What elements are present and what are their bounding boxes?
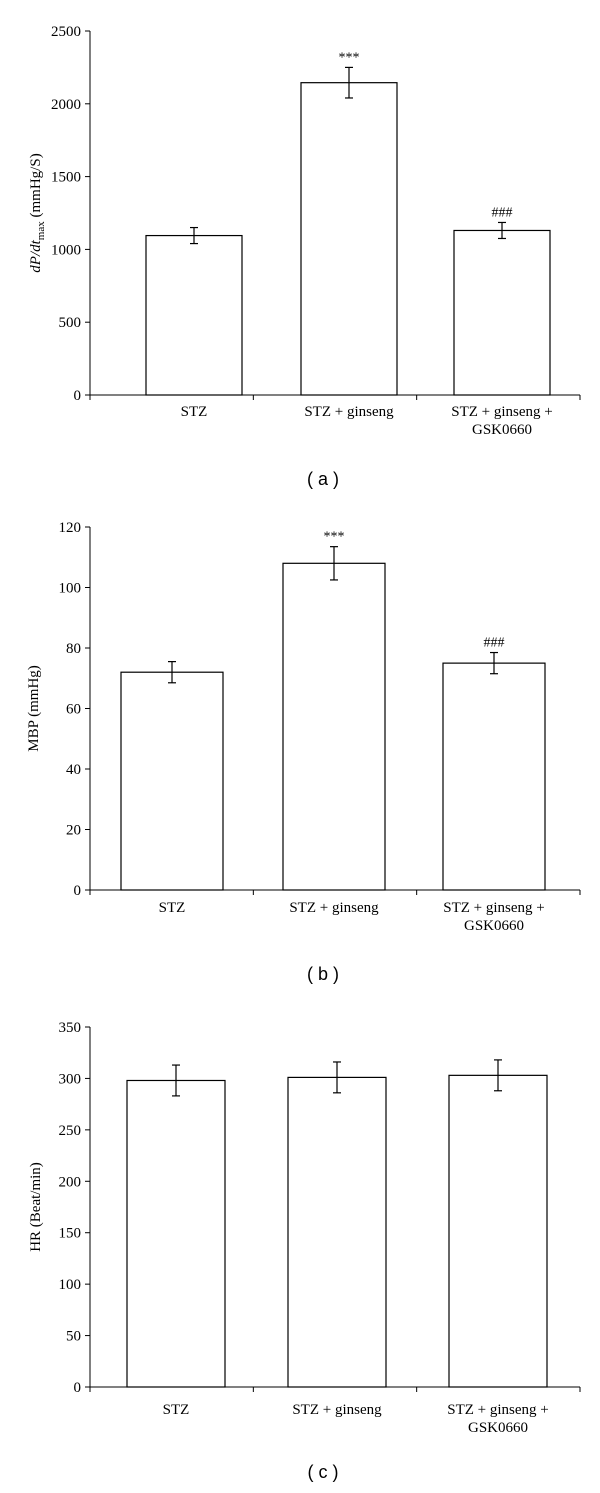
- y-tick-label: 250: [59, 1123, 82, 1139]
- bar: [282, 562, 386, 891]
- bar: [120, 671, 224, 891]
- category-label: STZ + ginseng: [304, 404, 394, 420]
- category-label: STZ: [159, 900, 186, 916]
- y-tick-label: 150: [59, 1226, 82, 1242]
- y-tick-label: 500: [59, 315, 82, 331]
- category-label: STZ + ginseng: [292, 1402, 382, 1418]
- panel-label: ( a ): [307, 469, 339, 489]
- y-tick-label: 2000: [51, 97, 81, 113]
- y-axis-label: MBP (mmHg): [26, 665, 42, 752]
- bar: [442, 662, 546, 891]
- y-axis-label: dP/dtmax (mmHg/S): [28, 153, 47, 272]
- significance-label: ###: [492, 205, 513, 220]
- bar: [126, 1079, 226, 1388]
- category-label: STZ + ginseng +: [451, 404, 553, 420]
- y-tick-label: 200: [59, 1174, 82, 1190]
- y-tick-label: 120: [59, 520, 82, 536]
- y-tick-label: 20: [66, 823, 81, 839]
- category-label: GSK0660: [464, 918, 524, 934]
- y-tick-label: 300: [59, 1071, 82, 1087]
- category-label: STZ + ginseng: [289, 900, 379, 916]
- y-tick-label: 350: [59, 1020, 82, 1036]
- y-tick-label: 100: [59, 1277, 82, 1293]
- significance-label: ***: [339, 50, 360, 65]
- y-tick-label: 50: [66, 1329, 81, 1345]
- panel-label: ( c ): [308, 1462, 339, 1482]
- bar: [145, 234, 243, 396]
- category-label: STZ + ginseng +: [443, 900, 545, 916]
- y-tick-label: 1000: [51, 242, 81, 258]
- panel-label: ( b ): [307, 964, 339, 984]
- y-tick-label: 1500: [51, 170, 81, 186]
- significance-label: ###: [484, 636, 505, 651]
- y-tick-label: 60: [66, 702, 81, 718]
- chart-panel-c: 0 50 100 150 200 250 300 350 STZ STZ + ginseng STZ…: [28, 1020, 581, 1482]
- y-tick-label: 2500: [51, 24, 81, 40]
- category-label: STZ + ginseng +: [447, 1402, 549, 1418]
- chart-panel-a: 0 500 1000 1500 2000 2500 STZ *** STZ + ginseng #…: [28, 24, 581, 489]
- y-tick-label: 0: [74, 388, 82, 404]
- bar: [287, 1076, 387, 1388]
- bar: [453, 229, 551, 396]
- y-tick-label: 0: [74, 1380, 82, 1396]
- category-label: GSK0660: [472, 422, 532, 438]
- y-tick-label: 40: [66, 762, 81, 778]
- bar: [448, 1074, 548, 1388]
- category-label: STZ: [163, 1402, 190, 1418]
- significance-label: ***: [324, 530, 345, 545]
- y-tick-label: 80: [66, 641, 81, 657]
- bar: [300, 82, 398, 396]
- chart-panel-b: 0 20 40 60 80 100 120 STZ *** STZ + ginseng ### STZ…: [26, 520, 581, 984]
- category-label: GSK0660: [468, 1420, 528, 1436]
- category-label: STZ: [181, 404, 208, 420]
- y-axis-label: HR (Beat/min): [28, 1162, 44, 1252]
- y-tick-label: 100: [59, 581, 82, 597]
- y-tick-label: 0: [74, 883, 82, 899]
